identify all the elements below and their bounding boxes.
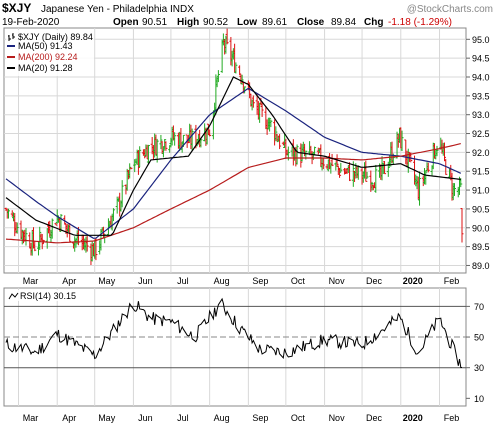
symbol-label: $XJY: [2, 1, 31, 15]
month-label: Sep: [252, 413, 268, 423]
legend-item-ma200: MA(200) 92.24: [7, 52, 78, 62]
line-chart-icon: [8, 292, 19, 300]
month-label: Jul: [177, 276, 189, 286]
legend-label-ma20: MA(20) 91.28: [18, 63, 73, 73]
price-panel: 89.0 89.5 90.0 90.5 91.0 91.5 92.0 92.5 93.0 93.5…: [3, 27, 490, 274]
month-label: Nov: [329, 413, 346, 423]
month-axis: Mar Apr May Jun Jul Aug Sep Oct Nov Dec 2020 Feb: [23, 276, 460, 286]
price-tick-label: 94.5: [472, 54, 490, 64]
month-label: May: [98, 413, 116, 423]
month-label: May: [98, 276, 116, 286]
rsi-tick-label: 10: [474, 394, 484, 404]
month-label: Mar: [23, 276, 39, 286]
bar-chart-icon: [8, 33, 15, 41]
rsi-label-box: [6, 290, 76, 301]
price-bars: [4, 28, 464, 266]
month-label: Feb: [444, 276, 460, 286]
price-tick-label: 91.0: [472, 186, 490, 196]
month-label: Jul: [177, 413, 189, 423]
rsi-tick-label: 50: [474, 333, 484, 343]
price-tick-label: 94.0: [472, 73, 490, 83]
price-tick-label: 89.5: [472, 242, 490, 252]
ma50-line: [5, 87, 462, 239]
month-label: Dec: [366, 276, 383, 286]
month-label: Nov: [329, 276, 346, 286]
rsi-label: RSI(14) 30.15: [20, 291, 76, 301]
price-tick-label: 90.5: [472, 204, 490, 214]
close-value: 89.84: [331, 17, 356, 28]
rsi-tick-label: 30: [474, 363, 484, 373]
month-label: Aug: [214, 413, 230, 423]
price-tick-label: 93.0: [472, 110, 490, 120]
instrument-name: Japanese Yen - Philadelphia INDX: [41, 4, 194, 15]
month-label: 2020: [403, 276, 423, 286]
month-label: Sep: [252, 276, 268, 286]
month-label: Apr: [62, 413, 76, 423]
open-value: 90.51: [142, 17, 167, 28]
chg-label: Chg: [364, 17, 383, 28]
month-label: Apr: [62, 276, 76, 286]
chg-value: -1.18 (-1.29%): [388, 17, 452, 28]
legend-item-ma20: MA(20) 91.28: [7, 63, 73, 73]
rsi-axis-ticks: 10 30 50 70: [466, 302, 484, 404]
open-label: Open: [113, 17, 139, 28]
month-label: Oct: [291, 413, 306, 423]
month-label: Jun: [138, 276, 153, 286]
month-label: Jun: [138, 413, 153, 423]
month-axis-bottom: Mar Apr May Jun Jul Aug Sep Oct Nov Dec 2020 Feb: [23, 413, 460, 423]
legend-item-price: $XJY (Daily) 89.84: [8, 32, 93, 42]
price-tick-label: 89.0: [472, 261, 490, 271]
rsi-line-layer: [5, 297, 462, 368]
rsi-line: [5, 297, 462, 368]
close-label: Close: [297, 17, 325, 28]
low-label: Low: [237, 17, 257, 28]
legend-label-ma50: MA(50) 91.43: [18, 41, 73, 51]
rsi-tick-label: 70: [474, 302, 484, 312]
month-label: Dec: [366, 413, 383, 423]
month-label: 2020: [403, 413, 423, 423]
high-label: High: [177, 17, 199, 28]
price-tick-label: 92.0: [472, 148, 490, 158]
price-gridlines: [4, 28, 466, 273]
rsi-panel: 10 30 50 70 RSI(14) 30.15: [3, 287, 484, 407]
watermark: @StockCharts.com: [407, 4, 493, 15]
price-tick-label: 90.0: [472, 223, 490, 233]
price-tick-label: 95.0: [472, 35, 490, 45]
month-label: Mar: [23, 413, 39, 423]
legend-label-ma200: MA(200) 92.24: [18, 52, 78, 62]
price-tick-label: 91.5: [472, 167, 490, 177]
month-label: Aug: [214, 276, 230, 286]
quote-date: 19-Feb-2020: [2, 17, 60, 28]
legend-box: [6, 30, 94, 76]
ma200-line: [5, 143, 461, 244]
ma20-line: [5, 76, 461, 236]
legend-item-ma50: MA(50) 91.43: [7, 41, 73, 51]
low-value: 89.61: [262, 17, 287, 28]
price-tick-label: 92.5: [472, 129, 490, 139]
price-axis-ticks: 89.0 89.5 90.0 90.5 91.0 91.5 92.0 92.5 93.0 93.5…: [466, 35, 490, 271]
legend-label-price: $XJY (Daily) 89.84: [18, 32, 93, 42]
month-label: Feb: [444, 413, 460, 423]
high-value: 90.52: [203, 17, 228, 28]
month-label: Oct: [291, 276, 306, 286]
rsi-gridlines: [4, 288, 466, 406]
price-tick-label: 93.5: [472, 91, 490, 101]
moving-average-lines: [5, 76, 462, 244]
legend: $XJY (Daily) 89.84 MA(50) 91.43 MA(200) …: [7, 32, 93, 73]
